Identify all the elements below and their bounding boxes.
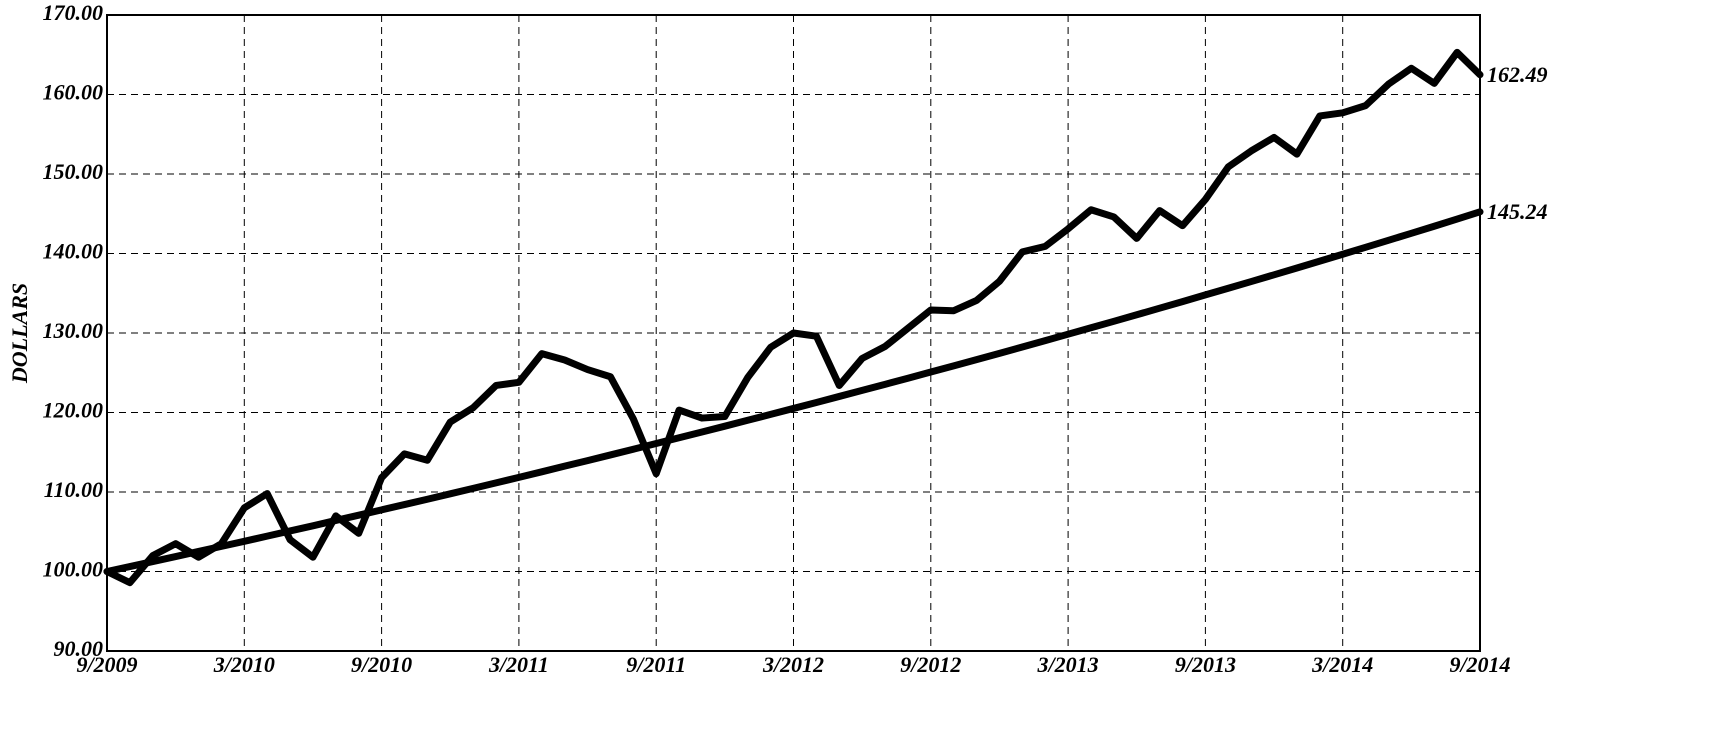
line-series (103, 208, 1484, 575)
plot-frame (106, 14, 1481, 652)
y-tick-label: 170.00 (43, 0, 104, 25)
y-tick-label: 160.00 (43, 80, 104, 105)
x-tick-label: 9/2012 (900, 652, 961, 677)
x-tick-label: 9/2011 (626, 652, 686, 677)
y-tick-label: 130.00 (43, 318, 104, 343)
end-value-label: 145.24 (1487, 199, 1548, 224)
y-tick-label: 90.00 (54, 636, 104, 661)
y-tick-label: 120.00 (43, 398, 104, 423)
x-tick-label: 3/2012 (762, 652, 824, 677)
x-tick-label: 3/2014 (1311, 652, 1373, 677)
line-series (103, 48, 1484, 587)
x-tick-label: 9/2014 (1449, 652, 1510, 677)
x-tick-label: 9/2013 (1175, 652, 1236, 677)
x-tick-label: 3/2010 (213, 652, 275, 677)
x-tick-label: 9/2009 (76, 652, 137, 677)
x-tick-label: 9/2010 (351, 652, 412, 677)
y-tick-label: 150.00 (43, 159, 104, 184)
end-value-label: 162.49 (1487, 62, 1548, 87)
x-tick-label: 3/2013 (1037, 652, 1099, 677)
y-tick-label: 110.00 (44, 477, 103, 502)
y-tick-label: 140.00 (43, 239, 104, 264)
x-tick-label: 3/2011 (488, 652, 549, 677)
y-axis-label: DOLLARS (7, 283, 32, 384)
y-tick-label: 100.00 (43, 557, 104, 582)
